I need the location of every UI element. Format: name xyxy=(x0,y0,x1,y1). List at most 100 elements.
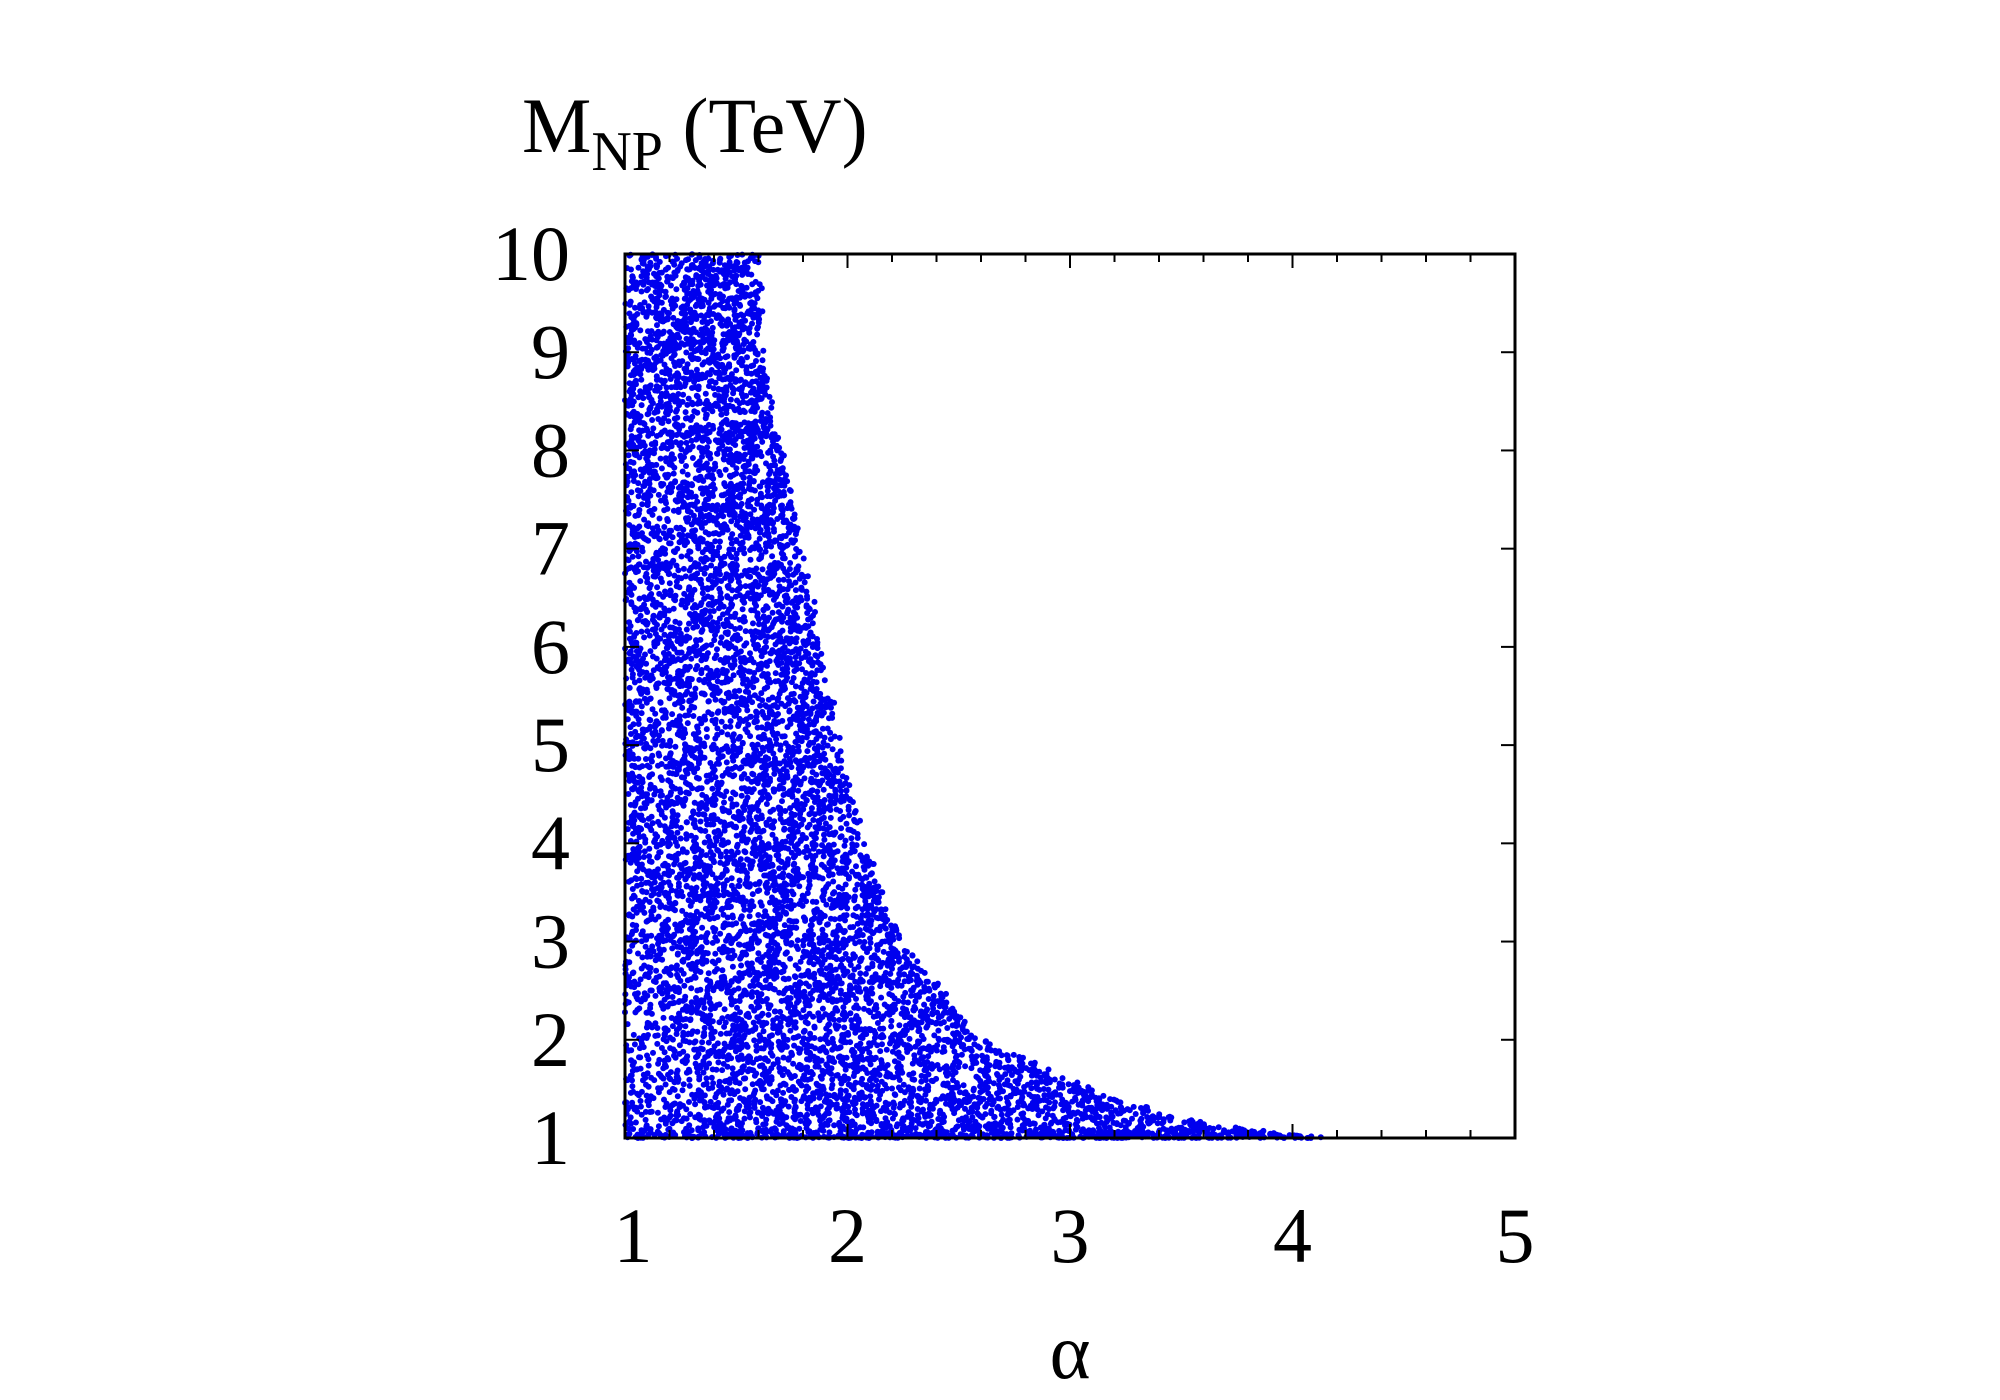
scatter-point xyxy=(964,1036,971,1042)
scatter-point xyxy=(660,946,667,953)
scatter-point xyxy=(658,465,665,472)
scatter-point xyxy=(682,1023,689,1030)
scatter-point xyxy=(753,565,760,572)
scatter-point xyxy=(743,640,750,647)
scatter-point xyxy=(888,1017,895,1024)
scatter-point xyxy=(941,1004,948,1011)
y-axis-title-subscript: NP xyxy=(591,121,663,183)
scatter-point xyxy=(737,1009,743,1016)
scatter-point xyxy=(841,1024,848,1031)
scatter-point xyxy=(674,829,681,836)
scatter-point xyxy=(844,1118,851,1125)
scatter-point xyxy=(768,404,775,411)
scatter-point xyxy=(846,1109,853,1116)
scatter-point xyxy=(806,983,812,990)
scatter-point xyxy=(646,853,653,860)
scatter-point xyxy=(1137,1123,1143,1129)
scatter-point xyxy=(630,478,637,484)
scatter-point xyxy=(662,455,669,462)
scatter-point xyxy=(761,872,768,879)
scatter-point xyxy=(756,887,763,894)
scatter-point xyxy=(687,335,694,342)
scatter-point xyxy=(679,907,686,914)
scatter-point xyxy=(656,752,663,759)
scatter-point xyxy=(1041,1092,1048,1099)
scatter-point xyxy=(776,865,783,872)
scatter-point xyxy=(669,945,676,952)
scatter-point xyxy=(726,809,733,816)
scatter-point xyxy=(962,1063,969,1070)
scatter-point xyxy=(800,942,807,949)
scatter-point xyxy=(626,1130,633,1137)
scatter-point xyxy=(626,948,633,955)
scatter-point xyxy=(717,930,724,937)
scatter-point xyxy=(718,718,725,725)
scatter-point xyxy=(755,880,762,887)
scatter-point xyxy=(728,540,735,547)
scatter-point xyxy=(781,1066,788,1073)
scatter-point xyxy=(827,798,834,804)
scatter-point xyxy=(631,1041,638,1048)
scatter-point xyxy=(828,857,835,864)
scatter-point xyxy=(627,426,634,433)
scatter-point xyxy=(753,1056,760,1063)
scatter-point xyxy=(719,322,726,329)
scatter-point xyxy=(761,787,768,794)
scatter-point xyxy=(736,625,743,631)
scatter-point xyxy=(628,666,635,673)
scatter-point xyxy=(914,958,921,965)
scatter-point xyxy=(744,707,751,714)
scatter-point xyxy=(711,637,718,644)
scatter-point xyxy=(731,514,738,521)
scatter-point xyxy=(962,1105,968,1112)
scatter-point xyxy=(717,589,724,596)
scatter-point xyxy=(678,967,685,974)
scatter-point xyxy=(674,1093,681,1100)
scatter-point xyxy=(674,812,681,819)
scatter-point xyxy=(653,967,660,974)
scatter-point xyxy=(749,320,755,327)
scatter-point xyxy=(769,831,776,838)
scatter-point xyxy=(838,825,845,832)
scatter-point xyxy=(813,899,820,905)
scatter-point xyxy=(788,1049,795,1056)
scatter-point xyxy=(761,632,768,639)
scatter-point xyxy=(723,848,730,855)
scatter-point xyxy=(627,336,634,343)
scatter-point xyxy=(745,721,752,728)
scatter-point xyxy=(764,483,771,490)
scatter-point xyxy=(800,874,807,881)
scatter-point xyxy=(795,1078,802,1085)
scatter-point xyxy=(694,623,701,630)
scatter-point xyxy=(628,489,635,496)
scatter-point xyxy=(676,668,682,674)
scatter-point xyxy=(774,1087,781,1094)
scatter-point xyxy=(625,452,632,459)
scatter-point xyxy=(764,488,771,494)
scatter-point xyxy=(1181,1119,1188,1126)
scatter-point xyxy=(720,1091,727,1098)
scatter-point xyxy=(780,576,787,583)
scatter-point xyxy=(637,1098,644,1104)
scatter-point xyxy=(718,729,725,736)
scatter-point xyxy=(833,796,840,803)
scatter-point xyxy=(733,556,740,562)
scatter-point xyxy=(747,511,754,518)
scatter-point xyxy=(645,1062,652,1069)
scatter-point xyxy=(906,1035,913,1042)
scatter-point xyxy=(817,1047,824,1054)
scatter-point xyxy=(684,480,691,487)
scatter-point xyxy=(722,466,729,473)
scatter-point xyxy=(770,526,777,532)
scatter-point xyxy=(973,1053,980,1060)
scatter-point xyxy=(889,1032,896,1039)
scatter-point xyxy=(771,559,778,566)
scatter-point xyxy=(681,982,688,989)
scatter-point xyxy=(1014,1104,1021,1110)
scatter-point xyxy=(691,817,698,824)
scatter-point xyxy=(659,737,666,744)
scatter-point xyxy=(918,1055,925,1062)
scatter-point xyxy=(710,1080,717,1087)
scatter-point xyxy=(736,877,743,884)
scatter-point xyxy=(820,786,827,793)
